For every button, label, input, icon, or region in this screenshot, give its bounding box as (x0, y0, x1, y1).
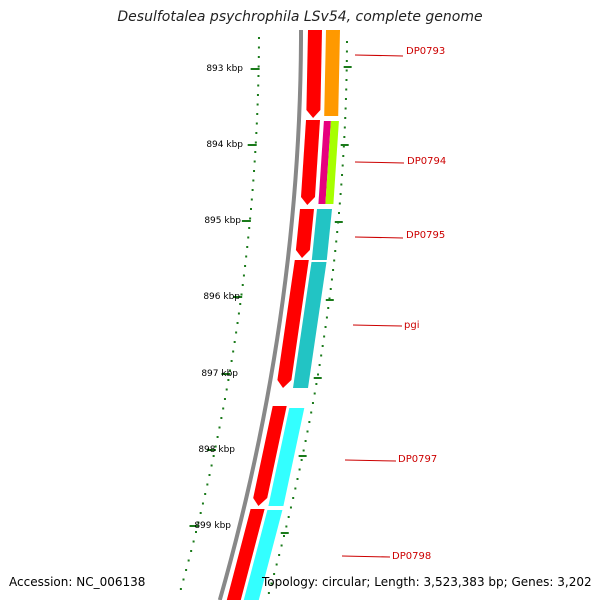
gene-label-dp0798[interactable]: DP0798 (392, 551, 432, 562)
gene-label-dp0794[interactable]: DP0794 (407, 156, 447, 167)
gene-feature-dp0794-a (318, 121, 331, 204)
tick-label-894: 894 kbp (206, 140, 243, 150)
tick-label-895: 895 kbp (204, 216, 241, 226)
label-pointer (354, 54, 404, 57)
gene-feature-dp0798 (243, 510, 283, 600)
label-pointer (352, 324, 403, 327)
accession-text: Accession: NC_006138 (9, 575, 146, 589)
gene-label-pgi[interactable]: pgi (404, 320, 420, 331)
cds-arrow (277, 260, 309, 388)
cds-arrow (301, 120, 320, 205)
topology-text: Topology: circular; Length: 3,523,383 bp… (262, 575, 592, 589)
label-pointer (344, 459, 397, 462)
tick-label-898: 898 kbp (198, 445, 235, 455)
tick-label-897: 897 kbp (201, 369, 238, 379)
tick-label-899: 899 kbp (194, 521, 231, 531)
gene-feature-dp0793 (324, 30, 340, 116)
gene-feature-dp0794-b (325, 121, 339, 204)
genome-backbone (217, 30, 303, 600)
gene-feature-pgi (293, 262, 327, 388)
gene-feature-dp0797 (268, 408, 305, 506)
cds-arrow (295, 209, 314, 258)
gene-label-dp0793[interactable]: DP0793 (406, 46, 446, 57)
label-pointer (354, 236, 404, 239)
tick-label-896: 896 kbp (203, 292, 240, 302)
map-title: Desulfotalea psychrophila LSv54, complet… (117, 9, 483, 25)
gene-label-dp0797[interactable]: DP0797 (398, 454, 438, 465)
gene-label-dp0795[interactable]: DP0795 (406, 230, 446, 241)
tick-label-893: 893 kbp (206, 64, 243, 74)
cds-arrow (253, 406, 287, 506)
label-pointer (354, 161, 405, 164)
cds-arrow (226, 509, 265, 600)
label-pointer (341, 555, 391, 558)
cds-arrow (306, 30, 322, 118)
gene-feature-dp0795 (311, 209, 332, 260)
